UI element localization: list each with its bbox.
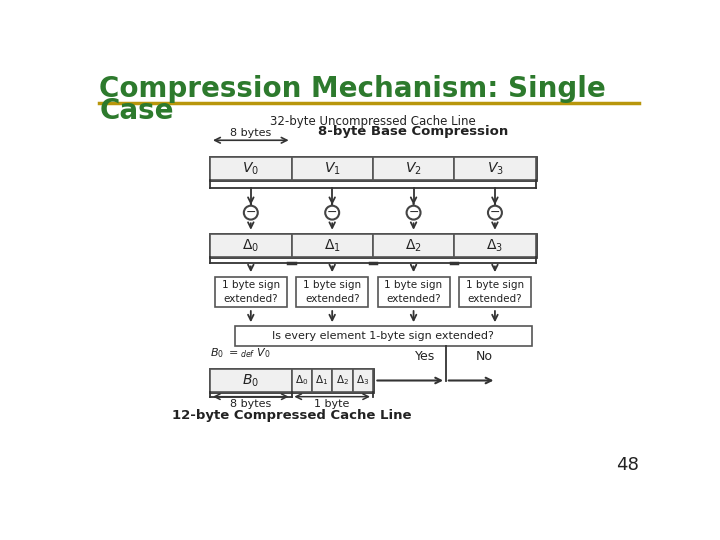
Bar	[210, 157, 536, 180]
Bar	[373, 157, 454, 180]
Bar	[210, 234, 292, 257]
Text: Is every element 1-byte sign extended?: Is every element 1-byte sign extended?	[272, 331, 494, 341]
Text: Yes: Yes	[415, 350, 435, 363]
Text: −: −	[490, 206, 500, 219]
Text: $\Delta_2$: $\Delta_2$	[336, 374, 349, 387]
Text: $V_2$: $V_2$	[405, 160, 422, 177]
Text: 1 byte sign
extended?: 1 byte sign extended?	[303, 280, 361, 303]
Text: $\Delta_2$: $\Delta_2$	[405, 238, 422, 254]
Text: 32-byte Uncompressed Cache Line: 32-byte Uncompressed Cache Line	[270, 115, 476, 128]
Ellipse shape	[244, 206, 258, 220]
Bar	[353, 369, 373, 392]
Bar	[210, 157, 292, 180]
Text: 1 byte sign
extended?: 1 byte sign extended?	[466, 280, 524, 303]
Text: $\Delta_0$: $\Delta_0$	[242, 238, 259, 254]
Bar	[215, 276, 287, 307]
Text: 1 byte sign
extended?: 1 byte sign extended?	[222, 280, 280, 303]
Bar	[210, 369, 292, 392]
Bar	[292, 234, 373, 257]
Text: Case: Case	[99, 97, 174, 125]
Text: $\Delta_1$: $\Delta_1$	[315, 374, 328, 387]
Bar	[296, 276, 368, 307]
Bar	[235, 326, 532, 346]
Text: 1 byte: 1 byte	[315, 399, 350, 409]
Bar	[210, 369, 373, 392]
Text: $\Delta_3$: $\Delta_3$	[487, 238, 503, 254]
Text: −: −	[246, 206, 256, 219]
Text: 1 byte sign
extended?: 1 byte sign extended?	[384, 280, 443, 303]
Text: $V_0$: $V_0$	[243, 160, 259, 177]
Bar	[454, 157, 536, 180]
Ellipse shape	[407, 206, 420, 220]
Text: No: No	[476, 350, 493, 363]
Ellipse shape	[488, 206, 502, 220]
Bar	[292, 369, 312, 392]
Text: $\Delta_3$: $\Delta_3$	[356, 374, 369, 387]
Bar	[377, 276, 449, 307]
Text: $B_0$ $=_{def}$ $V_0$: $B_0$ $=_{def}$ $V_0$	[210, 346, 271, 360]
Text: $V_1$: $V_1$	[324, 160, 341, 177]
Text: 8 bytes: 8 bytes	[230, 128, 271, 138]
Text: −: −	[327, 206, 338, 219]
Text: 8-byte Base Compression: 8-byte Base Compression	[318, 125, 509, 138]
Text: $\Delta_1$: $\Delta_1$	[324, 238, 341, 254]
Bar	[459, 276, 531, 307]
Bar	[292, 157, 373, 180]
Ellipse shape	[325, 206, 339, 220]
Text: $B_0$: $B_0$	[243, 372, 259, 389]
Text: 48: 48	[616, 456, 639, 475]
Bar	[210, 234, 536, 257]
Bar	[373, 234, 454, 257]
Bar	[332, 369, 353, 392]
Bar	[312, 369, 332, 392]
Text: $V_3$: $V_3$	[487, 160, 503, 177]
Text: 8 bytes: 8 bytes	[230, 399, 271, 409]
Text: $\Delta_0$: $\Delta_0$	[295, 374, 308, 387]
Text: Compression Mechanism: Single: Compression Mechanism: Single	[99, 75, 606, 103]
Bar	[454, 234, 536, 257]
Text: 12-byte Compressed Cache Line: 12-byte Compressed Cache Line	[172, 409, 411, 422]
Text: −: −	[408, 206, 419, 219]
